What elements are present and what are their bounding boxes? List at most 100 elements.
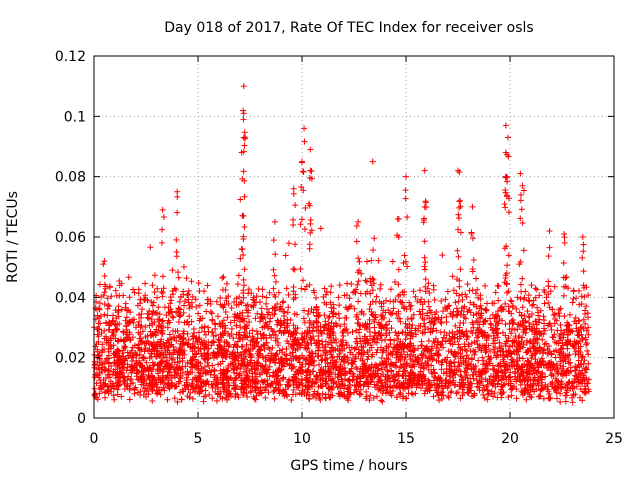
data-point: [139, 328, 146, 335]
data-point: [508, 298, 515, 305]
data-point: [546, 227, 553, 234]
data-point: [487, 373, 494, 380]
data-point: [259, 353, 266, 360]
data-point: [573, 339, 580, 346]
data-point: [152, 309, 159, 316]
data-point: [421, 298, 428, 305]
x-tick-label: 5: [194, 431, 203, 447]
data-point: [110, 312, 117, 319]
data-point: [212, 325, 219, 332]
data-point: [349, 328, 356, 335]
data-point: [224, 367, 231, 374]
data-point: [560, 357, 567, 364]
data-point: [580, 241, 587, 248]
data-point: [149, 359, 156, 366]
data-point: [238, 377, 245, 384]
data-point: [395, 330, 402, 337]
data-point: [292, 241, 299, 248]
data-point: [363, 393, 370, 400]
data-point: [392, 278, 399, 285]
data-point: [421, 390, 428, 397]
data-point: [417, 364, 424, 371]
data-point: [264, 306, 271, 313]
data-point: [307, 229, 314, 236]
data-point: [325, 320, 332, 327]
data-point: [507, 369, 514, 376]
data-point: [389, 310, 396, 317]
data-point: [281, 309, 288, 316]
data-point: [333, 322, 340, 329]
data-point: [231, 311, 238, 318]
data-point: [447, 389, 454, 396]
data-point: [357, 322, 364, 329]
data-point: [572, 372, 579, 379]
data-point: [177, 333, 184, 340]
data-point: [498, 377, 505, 384]
data-point: [188, 383, 195, 390]
data-point: [228, 330, 235, 337]
data-point: [565, 379, 572, 386]
data-point: [433, 387, 440, 394]
data-point: [379, 383, 386, 390]
data-point: [399, 353, 406, 360]
data-point: [382, 358, 389, 365]
data-point: [522, 385, 529, 392]
data-point: [395, 281, 402, 288]
data-point: [173, 236, 180, 243]
data-point: [291, 363, 298, 370]
data-point: [188, 318, 195, 325]
data-point: [157, 391, 164, 398]
data-point: [183, 381, 190, 388]
x-tick-label: 15: [397, 431, 415, 447]
data-point: [536, 348, 543, 355]
data-point: [134, 389, 141, 396]
data-point: [421, 238, 428, 245]
data-point: [519, 275, 526, 282]
data-point: [138, 322, 145, 329]
data-point: [336, 302, 343, 309]
data-point: [561, 283, 568, 290]
data-point: [509, 384, 516, 391]
y-tick-label: 0.06: [55, 230, 86, 246]
data-point: [456, 198, 463, 205]
data-point: [126, 294, 133, 301]
data-point: [198, 324, 205, 331]
data-point: [437, 389, 444, 396]
data-point: [244, 393, 251, 400]
data-point: [554, 395, 561, 402]
data-point: [309, 328, 316, 335]
data-point: [567, 311, 574, 318]
data-point: [317, 225, 324, 232]
data-point: [367, 290, 374, 297]
data-point: [197, 315, 204, 322]
data-point: [370, 336, 377, 343]
data-point: [230, 344, 237, 351]
data-point: [335, 378, 342, 385]
data-point: [270, 388, 277, 395]
data-point: [498, 304, 505, 311]
data-point: [302, 355, 309, 362]
data-point: [539, 336, 546, 343]
data-point: [174, 398, 181, 405]
data-point: [582, 311, 589, 318]
data-point: [137, 335, 144, 342]
data-point: [143, 393, 150, 400]
data-point: [419, 378, 426, 385]
data-point: [208, 329, 215, 336]
data-point: [298, 380, 305, 387]
data-point: [142, 344, 149, 351]
data-point: [280, 298, 287, 305]
data-point: [364, 380, 371, 387]
data-point: [337, 323, 344, 330]
data-point: [106, 303, 113, 310]
data-point: [428, 381, 435, 388]
data-point: [233, 384, 240, 391]
data-point: [581, 388, 588, 395]
data-point: [197, 360, 204, 367]
data-point: [499, 317, 506, 324]
data-point: [326, 313, 333, 320]
data-point: [494, 394, 501, 401]
data-point: [457, 355, 464, 362]
data-point: [263, 370, 270, 377]
data-point: [356, 378, 363, 385]
